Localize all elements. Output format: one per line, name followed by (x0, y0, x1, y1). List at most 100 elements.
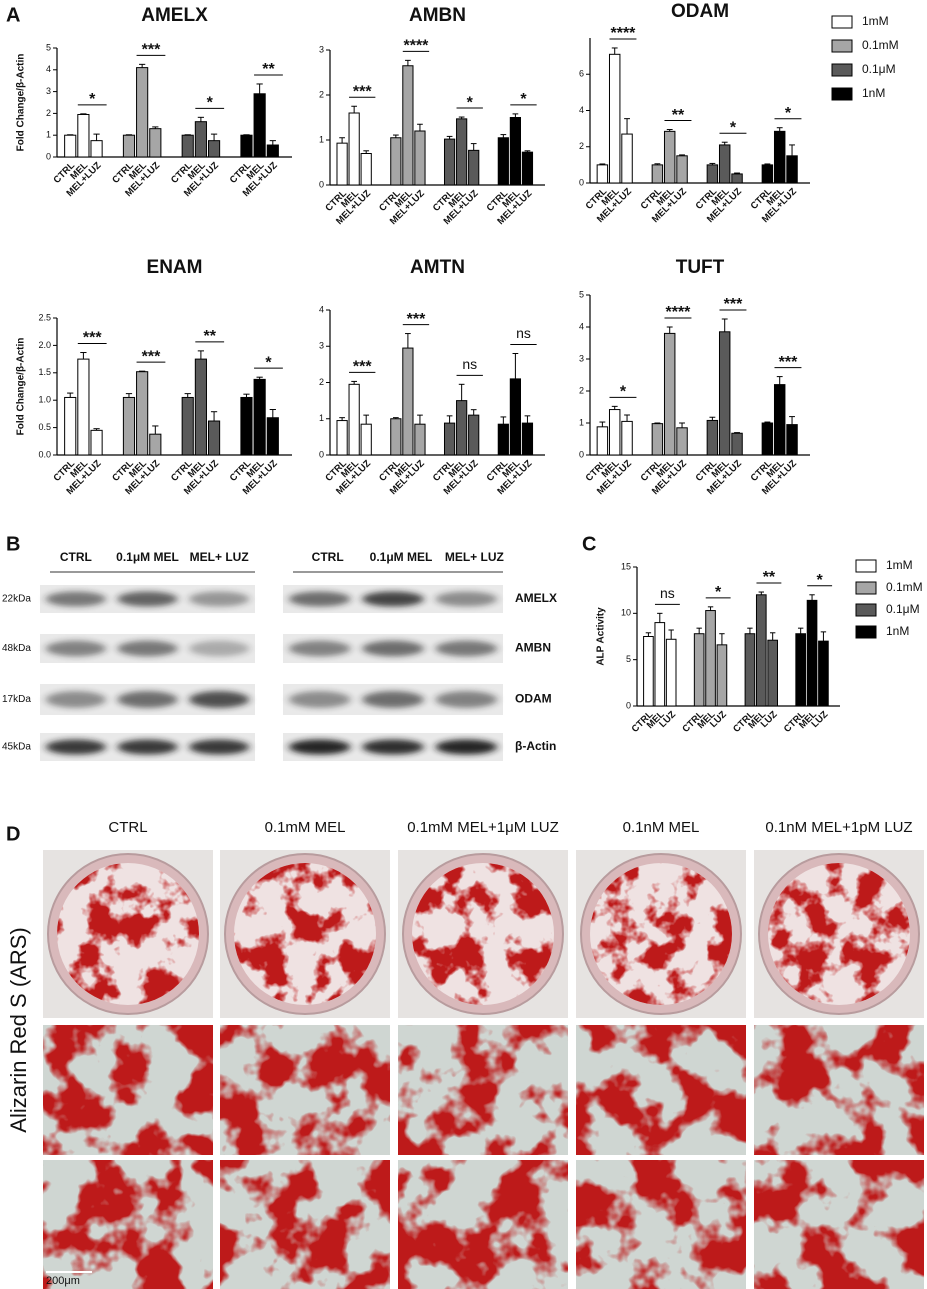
error-bar (654, 422, 661, 424)
blot-band (189, 739, 250, 755)
bar (253, 378, 266, 456)
error-bar (734, 432, 740, 434)
significance-label: *** (353, 83, 372, 100)
bar (651, 423, 664, 456)
bar (731, 173, 743, 184)
error-bar (417, 414, 423, 425)
bar (497, 423, 509, 456)
well-stain (234, 863, 376, 1005)
blot-band (117, 640, 178, 657)
y-tick-label: 5 (46, 42, 51, 52)
blot-band (288, 691, 351, 708)
error-bar (696, 627, 702, 634)
significance-label: * (467, 94, 474, 111)
lane-label: 0.1μM MEL (370, 550, 433, 564)
bar (718, 331, 731, 456)
blot-band (435, 739, 498, 755)
error-bar (500, 416, 507, 425)
blot-band (362, 691, 424, 708)
blot-band (117, 691, 178, 708)
legend-swatch (831, 87, 853, 101)
bar (360, 153, 372, 186)
blot-band (288, 640, 351, 657)
bar (348, 383, 360, 456)
error-bar (666, 326, 673, 334)
bar (761, 164, 774, 184)
bar (718, 144, 731, 184)
lane-label: 0.1μM MEL (116, 550, 179, 564)
bar (608, 409, 621, 456)
significance-label: * (785, 105, 792, 122)
error-bar (599, 163, 606, 165)
bar (207, 420, 221, 456)
error-bar (611, 405, 618, 410)
bar (509, 378, 522, 456)
significance-label: **** (611, 25, 637, 42)
panel-label: C (582, 533, 596, 555)
y-tick-label: 0 (579, 449, 584, 459)
bar (64, 396, 77, 456)
bar (149, 128, 162, 158)
legend-label: 0.1mM (886, 580, 923, 594)
blot-band (435, 691, 498, 708)
legend-swatch (855, 581, 877, 595)
error-bar (210, 133, 218, 141)
significance-label: *** (407, 311, 426, 328)
legend-label: 1nM (886, 624, 909, 638)
y-tick-label: 2 (319, 377, 324, 387)
bar (706, 419, 719, 456)
legend-label: 1mM (886, 558, 913, 572)
legend-swatch (855, 559, 877, 573)
error-bar (747, 627, 753, 634)
error-bar (709, 416, 716, 421)
bar (468, 414, 480, 456)
bar (663, 130, 676, 184)
bar (122, 396, 136, 456)
bar (773, 384, 786, 456)
bar (676, 427, 688, 456)
chart-title: AMELX (141, 5, 208, 26)
y-tick-label: 4 (319, 304, 324, 314)
significance-label: ** (672, 107, 685, 124)
protein-label: β-Actin (515, 739, 556, 753)
blot-band (435, 640, 498, 657)
error-bar (339, 417, 345, 421)
significance-label: ns (516, 325, 531, 341)
row-label: Alizarin Red S (ARS) (6, 927, 31, 1132)
bar (795, 633, 806, 707)
y-tick-label: 10 (621, 608, 631, 618)
y-tick-label: 6 (579, 69, 584, 79)
well-stain (768, 863, 910, 1005)
error-bar (789, 144, 795, 156)
y-tick-label: 0 (319, 449, 324, 459)
bar (596, 426, 609, 456)
significance-label: **** (666, 304, 692, 321)
bar (77, 358, 90, 456)
protein-label: AMELX (515, 591, 557, 605)
blot-band (45, 691, 106, 708)
bar (414, 423, 426, 456)
bar (705, 610, 716, 707)
error-bar (679, 422, 685, 428)
bar (608, 53, 621, 184)
significance-label: * (620, 384, 627, 401)
bar (390, 418, 402, 456)
significance-label: ns (660, 585, 675, 601)
panel-label: D (6, 823, 20, 845)
mw-marker: 22kDa (2, 594, 31, 605)
error-bar (776, 127, 783, 132)
error-bar (139, 370, 146, 372)
column-title: 0.1nM MEL (623, 819, 700, 836)
bar (266, 144, 279, 158)
blot-band (189, 591, 250, 607)
significance-label: ** (763, 569, 776, 586)
micrograph-stain (576, 1160, 746, 1289)
bar (136, 371, 149, 456)
error-bar (524, 150, 531, 153)
significance-label: **** (404, 38, 430, 55)
error-bar (405, 59, 411, 66)
error-bar (719, 633, 725, 645)
error-bar (512, 353, 519, 379)
significance-label: *** (142, 348, 161, 365)
significance-label: * (817, 572, 824, 589)
